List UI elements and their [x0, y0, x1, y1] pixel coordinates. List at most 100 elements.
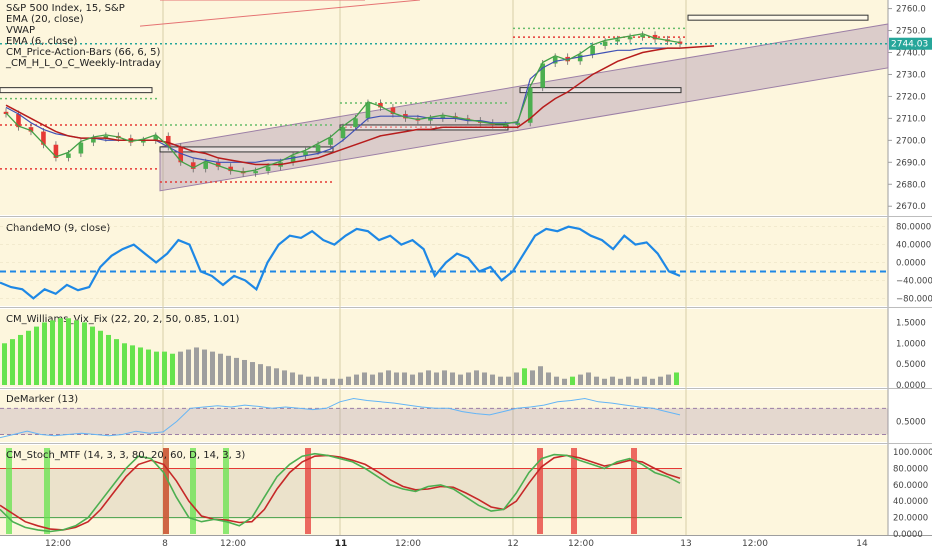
- vix-bar: [442, 370, 447, 385]
- vix-bar: [42, 322, 47, 385]
- candle-body: [353, 118, 358, 128]
- hloc-box: [159, 146, 334, 153]
- vix-bar: [530, 370, 535, 385]
- vix-bar: [610, 376, 615, 385]
- vix-bar: [498, 376, 503, 385]
- chande-tick: −80.0000: [896, 294, 932, 304]
- time-label: 8: [162, 539, 168, 549]
- ema20-line: [5, 45, 715, 166]
- stoch-legend: CM_Stoch_MTF (14, 3, 3, 80, 20, 60, D, 1…: [6, 450, 245, 461]
- stoch-tick: 80.0000: [893, 464, 928, 474]
- price-tick-label: 2670.0: [896, 202, 926, 212]
- stoch-tick: 40.0000: [893, 497, 928, 507]
- candle-body: [577, 54, 583, 62]
- vix-bar: [338, 378, 343, 385]
- vix-bar: [66, 318, 71, 385]
- vix-bar: [250, 362, 255, 385]
- candle-body: [203, 162, 209, 169]
- chande-legend: ChandeMO (9, close): [6, 223, 110, 234]
- stoch-red-marker: [305, 448, 311, 534]
- vix-bar: [186, 349, 191, 385]
- time-label: 13: [680, 539, 691, 549]
- vix-bar: [106, 334, 111, 385]
- candle-body: [41, 131, 46, 145]
- stoch-panel: CM_Stoch_MTF (14, 3, 3, 80, 20, 60, D, 1…: [0, 448, 932, 540]
- time-label: 14: [856, 539, 868, 549]
- stoch-tick: 100.0000: [893, 448, 932, 458]
- vix-bar: [538, 366, 543, 385]
- time-label: 12:00: [395, 539, 421, 549]
- candle-body: [78, 142, 84, 154]
- vix-bar: [418, 372, 423, 385]
- candle-body: [515, 122, 521, 125]
- chande-tick: 0.0000: [896, 259, 926, 269]
- hloc-box: [687, 14, 869, 21]
- vix-bar: [482, 372, 487, 385]
- price-tick-label: 2710.0: [896, 114, 926, 124]
- last-price-bg: [889, 37, 932, 50]
- legend-item: CM_Price-Action-Bars (66, 6, 5): [6, 47, 161, 58]
- candle-body: [16, 113, 21, 128]
- vix-tick: 1.0000: [896, 339, 926, 349]
- vix-bar: [298, 374, 303, 385]
- stoch-green-marker: [190, 448, 196, 534]
- chande-tick: −40.0000: [896, 276, 932, 286]
- stoch-tick: 60.0000: [893, 481, 928, 491]
- vix-bar: [674, 372, 679, 385]
- vix-bar: [618, 378, 623, 385]
- candle-body: [290, 155, 296, 163]
- candle-body: [527, 87, 533, 123]
- last-price-label: 2744.03: [891, 40, 928, 50]
- vix-bar: [50, 320, 55, 385]
- vix-tick: 0.0000: [896, 381, 926, 391]
- candle-body: [440, 116, 446, 119]
- stoch-red-marker: [571, 448, 577, 534]
- vix-bar: [434, 372, 439, 385]
- candle-body: [3, 111, 9, 114]
- candle-body: [153, 135, 159, 141]
- vix-bar: [138, 347, 143, 385]
- candle-body: [390, 107, 396, 114]
- ema6-line: [5, 33, 681, 173]
- vix-bar: [634, 378, 639, 385]
- candle-body: [28, 127, 34, 132]
- candle-body: [140, 140, 146, 143]
- overlay-lines: [5, 33, 715, 173]
- vix-bar: [362, 372, 367, 385]
- candle-body: [265, 166, 271, 172]
- vix-bar: [450, 372, 455, 385]
- stoch-red-marker: [631, 448, 637, 534]
- vix-bar: [242, 359, 247, 385]
- vix-bar: [354, 374, 359, 385]
- time-label: 12:00: [568, 539, 594, 549]
- chande-tick: 40.0000: [896, 241, 931, 251]
- candle-body: [91, 138, 96, 143]
- vix-bar: [290, 372, 295, 385]
- candle-body: [677, 41, 683, 44]
- vix-bar: [26, 330, 31, 385]
- vix-bar: [274, 368, 279, 385]
- vix-bar: [194, 347, 199, 385]
- candle-body: [190, 162, 196, 169]
- stoch-green-marker: [44, 448, 50, 534]
- vix-bar: [658, 376, 663, 385]
- vix-bar: [210, 351, 215, 385]
- vix-bar: [626, 376, 631, 385]
- legend-item: EMA (20, close): [6, 14, 84, 25]
- vix-bar: [386, 370, 391, 385]
- level-lines: [0, 14, 888, 183]
- vix-bar: [146, 349, 151, 385]
- vix-bar: [2, 343, 7, 385]
- vix-bar: [178, 351, 183, 385]
- candle-body: [303, 151, 308, 156]
- hloc-box: [0, 87, 153, 94]
- candle-body: [215, 162, 221, 167]
- vix-bar: [650, 378, 655, 385]
- price-tick-label: 2730.0: [896, 70, 926, 80]
- vix-panel: CM_Williams_Vix_Fix (22, 20, 2, 50, 0.85…: [2, 314, 926, 391]
- vix-bar: [170, 353, 175, 385]
- demarker-band: [0, 408, 888, 435]
- time-label: 12: [507, 539, 518, 549]
- candle-body: [253, 171, 258, 174]
- candle-body: [540, 63, 546, 88]
